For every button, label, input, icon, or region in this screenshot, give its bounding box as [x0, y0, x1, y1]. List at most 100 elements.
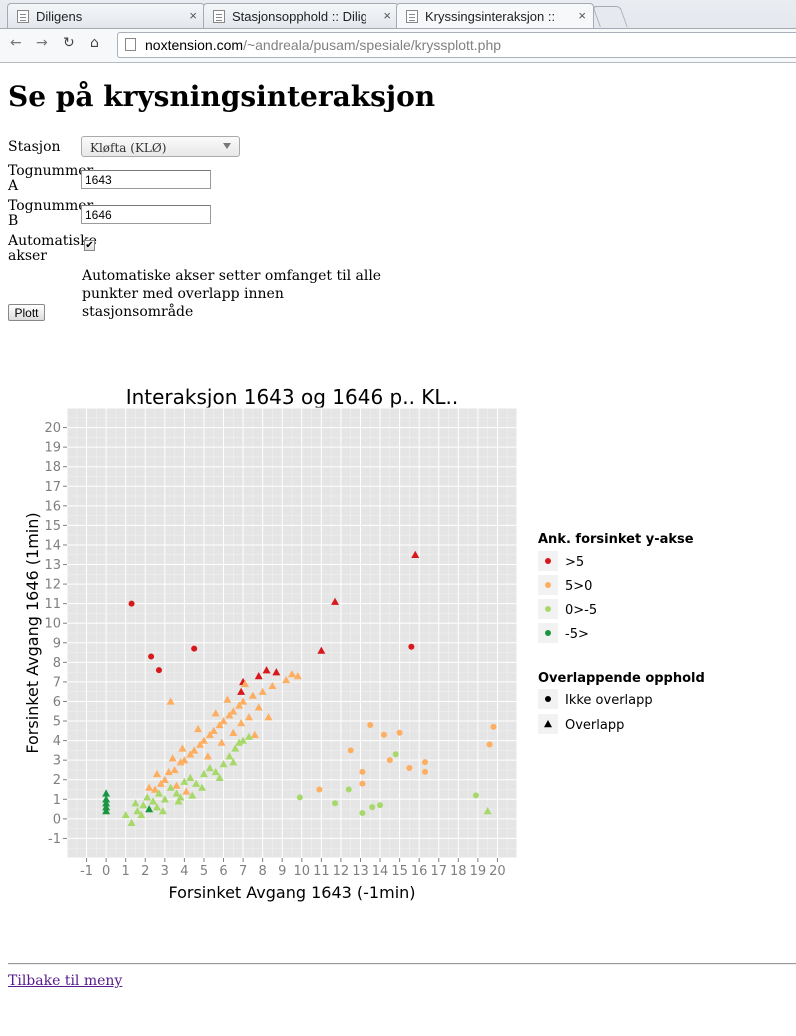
- x-tick-label: 1: [122, 864, 130, 879]
- tab-kryssingsinteraksjon[interactable]: Kryssingsinteraksjon :: ×: [396, 3, 594, 28]
- data-point: [396, 729, 403, 736]
- data-point: [102, 807, 111, 815]
- data-point: [205, 764, 214, 772]
- data-point: [148, 653, 155, 660]
- url-text: noxtension.com/~andreala/pusam/spesiale/…: [145, 37, 501, 53]
- data-point: [268, 681, 277, 690]
- y-tick-label: 1: [53, 793, 61, 808]
- data-point: [380, 731, 387, 738]
- close-icon[interactable]: ×: [189, 8, 197, 23]
- station-select[interactable]: Kløfta (KLØ): [81, 136, 240, 157]
- data-point: [316, 786, 323, 793]
- y-tick-label: 17: [44, 480, 61, 495]
- data-point: [102, 803, 111, 811]
- data-point: [237, 719, 246, 727]
- legend-color-swatch: [545, 558, 551, 564]
- data-point: [241, 679, 250, 688]
- divider: [8, 963, 796, 965]
- data-point: [264, 713, 273, 721]
- data-point: [422, 759, 429, 766]
- y-tick-label: 15: [44, 519, 61, 534]
- data-point: [211, 709, 220, 717]
- home-icon[interactable]: ⌂: [90, 35, 99, 51]
- close-icon[interactable]: ×: [578, 8, 586, 23]
- data-point: [155, 667, 162, 674]
- data-point: [293, 672, 302, 680]
- data-point: [143, 793, 152, 801]
- x-tick-label: 10: [294, 864, 311, 879]
- data-point: [244, 713, 253, 721]
- data-point: [102, 795, 111, 803]
- close-icon[interactable]: ×: [383, 8, 391, 23]
- data-point: [408, 643, 415, 650]
- auto-axes-label: Automatiske akser: [8, 233, 97, 264]
- x-tick-label: 9: [278, 864, 286, 879]
- back-to-menu-link[interactable]: Tilbake til meny: [8, 973, 123, 989]
- data-point: [102, 799, 111, 807]
- data-point: [490, 723, 497, 730]
- legend-color-label: 0>-5: [565, 603, 597, 618]
- tab-diligens[interactable]: Diligens ×: [7, 3, 205, 28]
- train-a-input[interactable]: [81, 170, 211, 189]
- address-bar[interactable]: noxtension.com/~andreala/pusam/spesiale/…: [117, 32, 796, 58]
- data-point: [345, 786, 352, 793]
- data-point: [215, 773, 224, 781]
- reload-icon[interactable]: ↻: [63, 35, 75, 51]
- data-point: [190, 746, 199, 754]
- y-tick-label: 13: [44, 558, 61, 573]
- data-point: [191, 645, 198, 652]
- data-point: [317, 646, 326, 654]
- data-point: [367, 721, 374, 728]
- legend-shape-label: Ikke overlapp: [565, 693, 653, 708]
- x-tick-label: 4: [180, 864, 188, 879]
- y-tick-label: -1: [48, 832, 61, 847]
- chart-title: Interaksjon 1643 og 1646 p.. KL..: [126, 385, 459, 409]
- data-point: [215, 720, 224, 729]
- y-tick-label: 10: [44, 617, 61, 632]
- tab-stasjonsopphold[interactable]: Stasjonsopphold :: Dilig ×: [203, 3, 399, 28]
- plot-button[interactable]: Plott: [8, 304, 45, 321]
- x-tick-label: -1: [80, 864, 93, 879]
- data-point: [166, 783, 175, 791]
- x-tick-label: 2: [141, 864, 149, 879]
- data-point: [192, 779, 201, 787]
- data-point: [248, 691, 257, 699]
- new-tab-button[interactable]: [592, 6, 628, 27]
- data-point: [369, 804, 376, 811]
- y-tick-label: 4: [53, 734, 61, 749]
- data-point: [386, 757, 393, 764]
- data-point: [137, 810, 146, 819]
- data-point: [145, 805, 154, 813]
- data-point: [186, 750, 195, 758]
- data-point: [235, 738, 244, 746]
- data-point: [377, 802, 384, 809]
- x-tick-label: 11: [313, 864, 330, 879]
- back-arrow-icon[interactable]: ←: [10, 35, 22, 51]
- forward-arrow-icon[interactable]: →: [36, 35, 48, 51]
- tab-label: Diligens: [36, 9, 83, 24]
- station-label: Stasjon: [8, 139, 61, 155]
- y-tick-label: 11: [44, 597, 61, 612]
- x-tick-label: 5: [200, 864, 208, 879]
- train-b-label: Tognummer B: [8, 198, 94, 229]
- browser-toolbar: ← → ↻ ⌂ noxtension.com/~andreala/pusam/s…: [0, 28, 796, 62]
- data-point: [219, 717, 228, 725]
- auto-axes-checkbox[interactable]: ✔: [84, 240, 95, 251]
- data-point: [198, 783, 206, 791]
- url-path: /~andreala/pusam/spesiale/kryssplott.php: [243, 37, 502, 53]
- page-icon: [17, 10, 29, 23]
- data-point: [223, 695, 232, 703]
- data-point: [139, 801, 148, 809]
- y-tick-label: 20: [44, 421, 61, 436]
- data-point: [296, 794, 303, 801]
- legend-shape-title: Overlappende opphold: [538, 671, 705, 686]
- data-point: [186, 773, 195, 781]
- y-tick-label: 0: [53, 812, 61, 827]
- data-point: [254, 703, 263, 711]
- data-point: [199, 769, 208, 778]
- y-tick-label: 12: [44, 578, 61, 593]
- data-point: [131, 799, 140, 807]
- train-b-input[interactable]: [81, 205, 211, 224]
- data-point: [347, 747, 354, 754]
